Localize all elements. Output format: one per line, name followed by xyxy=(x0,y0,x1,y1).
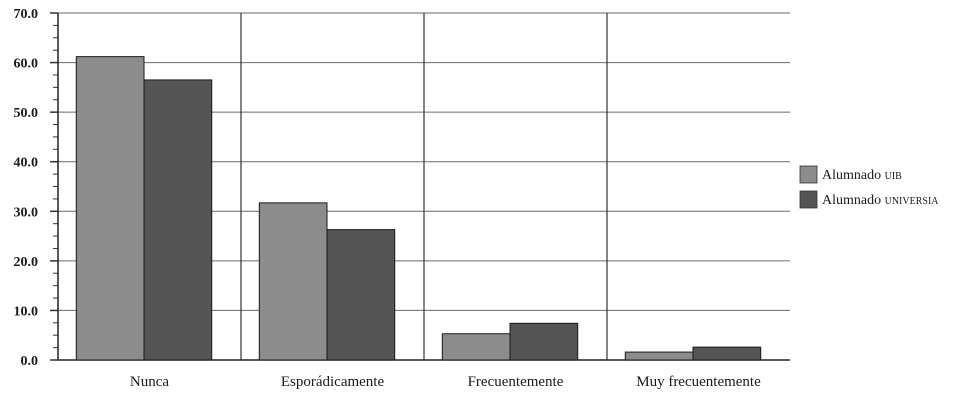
bar-uib xyxy=(258,202,328,361)
bar-uib xyxy=(624,351,694,361)
y-tick-label: 50.0 xyxy=(14,106,39,121)
y-tick-label: 40.0 xyxy=(14,156,39,171)
bar-uib xyxy=(441,333,511,361)
y-tick-label: 60.0 xyxy=(14,57,39,72)
legend-swatch xyxy=(799,190,818,209)
legend-label: Alumnado uib xyxy=(822,168,902,183)
y-tick-label: 70.0 xyxy=(14,7,39,22)
x-tick-label: Muy frecuentemente xyxy=(636,374,761,390)
bar-universia xyxy=(692,346,762,361)
y-tick-label: 30.0 xyxy=(14,205,39,220)
y-tick-label: 10.0 xyxy=(14,304,39,319)
bar-uib xyxy=(75,56,145,361)
x-tick-label: Esporádicamente xyxy=(281,374,385,390)
y-tick-label: 20.0 xyxy=(14,255,39,270)
legend-swatch xyxy=(799,165,818,184)
x-tick-label: Frecuentemente xyxy=(468,374,564,390)
legend-label: Alumnado universia xyxy=(822,193,939,208)
x-tick-label: Nunca xyxy=(130,374,169,390)
bar-universia xyxy=(509,322,579,361)
y-tick-label: 0.0 xyxy=(21,354,39,369)
bar-universia xyxy=(143,79,213,361)
bar-universia xyxy=(326,229,396,361)
